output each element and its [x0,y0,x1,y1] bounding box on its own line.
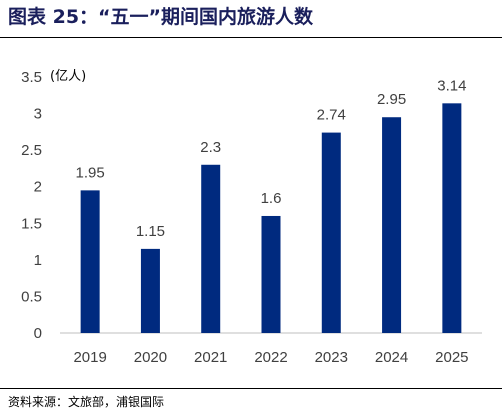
y-axis-ticks: 0 0.5 1 1.5 2 2.5 3 3.5 [21,69,42,342]
y-tick-label: 2 [34,179,42,196]
bar-chart: (亿人) 0 0.5 1 1.5 2 2.5 3 3.5 1.95 1.15 2.3 1.6 2.74… [21,69,482,366]
x-tick-label-2023: 2023 [315,349,348,366]
bar-2023 [321,132,341,333]
data-label-2020: 1.15 [136,223,165,240]
y-tick-label: 0.5 [21,288,42,305]
data-label-2021: 2.3 [200,139,221,156]
y-unit-label: (亿人) [50,69,86,84]
top-divider [0,37,502,38]
x-tick-label-2022: 2022 [254,349,287,366]
bar-2024 [382,117,402,333]
x-tick-label-2021: 2021 [194,349,227,366]
x-tick-label-2024: 2024 [375,349,408,366]
y-tick-label: 1 [34,252,42,269]
x-tick-label-2020: 2020 [134,349,167,366]
bar-2020 [140,248,160,333]
bottom-divider [0,388,502,389]
bars [80,103,462,334]
y-tick-label: 3.5 [21,69,42,86]
data-label-2019: 1.95 [76,164,105,181]
x-tick-label-2025: 2025 [435,349,468,366]
y-tick-label: 2.5 [21,142,42,159]
data-label-2025: 3.14 [437,77,466,94]
bar-2022 [261,215,281,333]
bar-2025 [442,103,462,334]
source-note: 资料来源：文旅部，浦银国际 [8,395,165,409]
bar-2019 [80,190,100,333]
bar-2021 [201,164,221,333]
x-axis-ticks: 2019 2020 2021 2022 2023 2024 2025 [73,349,468,366]
figure-title: 图表 25：“五一”期间国内旅游人数 [8,6,314,28]
x-tick-label-2019: 2019 [73,349,106,366]
data-label-2022: 1.6 [261,190,282,207]
y-tick-label: 0 [34,325,42,342]
y-tick-label: 3 [34,106,42,123]
y-tick-label: 1.5 [21,215,42,232]
data-label-2024: 2.95 [377,91,406,108]
data-label-2023: 2.74 [317,107,346,124]
data-labels: 1.95 1.15 2.3 1.6 2.74 2.95 3.14 [76,77,467,240]
